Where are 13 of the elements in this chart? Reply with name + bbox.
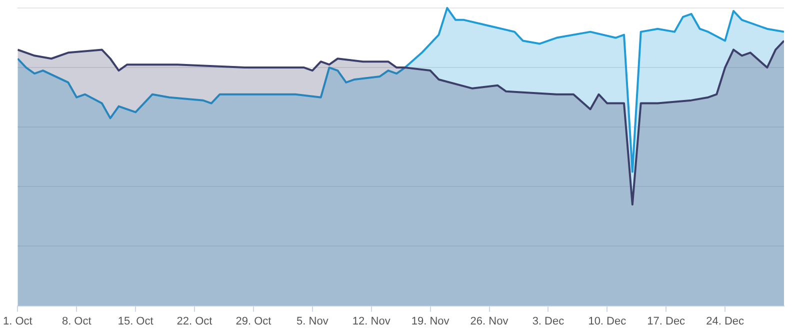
- x-tick-label: 12. Nov: [352, 315, 391, 328]
- x-tick-label: 17. Dec: [647, 315, 686, 328]
- x-tick-label: 1. Oct: [3, 315, 32, 328]
- x-tick-label: 5. Nov: [296, 315, 329, 328]
- x-tick-label: 15. Oct: [118, 315, 154, 328]
- x-tick-label: 8. Oct: [62, 315, 92, 328]
- x-tick-label: 29. Oct: [236, 315, 272, 328]
- x-tick-label: 22. Oct: [176, 315, 212, 328]
- x-tick-label: 26. Nov: [470, 315, 509, 328]
- x-tick-label: 19. Nov: [411, 315, 450, 328]
- x-tick-label: 24. Dec: [706, 315, 744, 328]
- x-tick-label: 3. Dec: [532, 315, 565, 328]
- x-tick-label: 10. Dec: [588, 315, 627, 328]
